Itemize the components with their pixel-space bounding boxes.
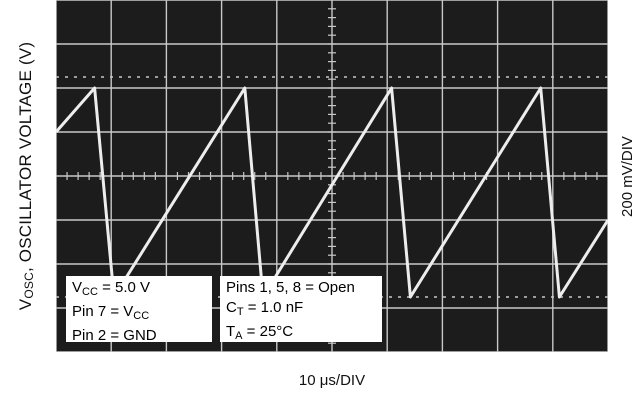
annotation-line: Pin 2 = GND [72, 326, 206, 346]
x-axis-label: 10 μs/DIV [298, 372, 366, 389]
annotation-text: Pin 2 = GND [72, 327, 157, 344]
annotation-line: VCC = 5.0 V [72, 278, 206, 302]
graticule [56, 0, 608, 352]
annotation-text: V [72, 279, 83, 296]
annotation-line: TA = 25°C [226, 322, 376, 346]
annotation-text: C [226, 299, 237, 316]
sawtooth-trace [56, 86, 608, 299]
annotation-text: Pin 7 = V [72, 303, 134, 320]
y-axis-label-rest: , OSCILLATOR VOLTAGE (V) [16, 41, 36, 273]
annotation-value: = 5.0 V [97, 279, 151, 296]
vertical-scale-label: 200 mV/DIV [612, 0, 642, 352]
trace-group [56, 86, 608, 299]
annotation-subscript: T [236, 306, 244, 318]
annotation-text: Pins 1, 5, 8 = Open [226, 279, 355, 296]
annotation-line: Pin 7 = VCC [72, 302, 206, 326]
vertical-scale-text: 200 mV/DIV [618, 135, 636, 217]
annotation-subscript: CC [82, 286, 98, 298]
annotation-subscript: CC [133, 310, 150, 322]
y-axis-label-sub: OSC [22, 272, 37, 299]
annotation-value: = 1.0 nF [243, 299, 304, 316]
annotation-subscript: A [235, 330, 243, 342]
annotation-value: = 25°C [242, 323, 294, 340]
conditions-box-right: Pins 1, 5, 8 = Open CT = 1.0 nF TA = 25°C [220, 276, 382, 342]
conditions-box-left: VCC = 5.0 V Pin 7 = VCC Pin 2 = GND [66, 276, 212, 344]
y-axis-label-main: V [16, 298, 36, 311]
annotation-text: T [226, 323, 236, 340]
annotation-line: CT = 1.0 nF [226, 298, 376, 322]
y-axis-label: VOSC, OSCILLATOR VOLTAGE (V) [4, 0, 48, 352]
annotation-line: Pins 1, 5, 8 = Open [226, 278, 376, 298]
